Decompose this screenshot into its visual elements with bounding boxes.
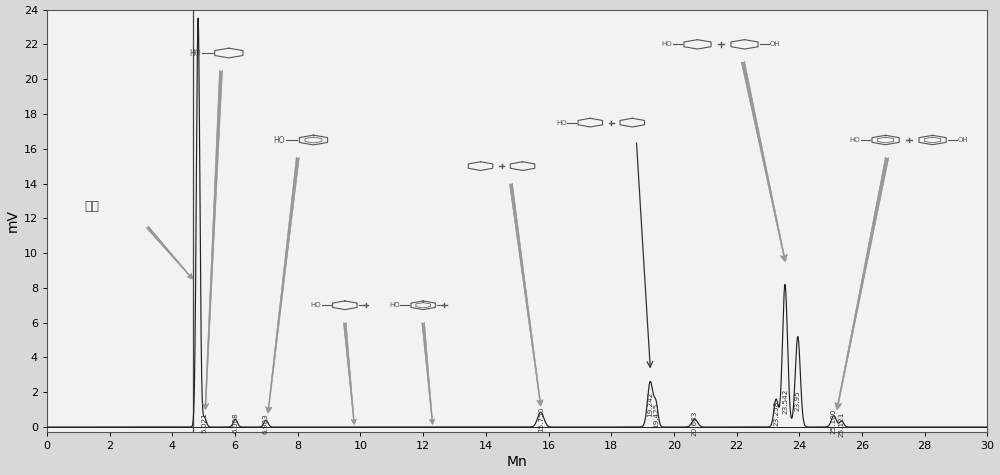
Text: 23.95: 23.95 bbox=[795, 390, 801, 411]
Text: HO: HO bbox=[556, 120, 567, 125]
Text: HO: HO bbox=[389, 302, 400, 308]
Text: 25.100: 25.100 bbox=[831, 408, 837, 434]
Text: 23.542: 23.542 bbox=[782, 388, 788, 414]
Text: 19.242: 19.242 bbox=[647, 392, 653, 417]
Text: 6.983: 6.983 bbox=[263, 413, 269, 434]
Text: 15.750: 15.750 bbox=[538, 407, 544, 432]
Text: HO: HO bbox=[662, 41, 672, 48]
Text: OH: OH bbox=[958, 137, 968, 143]
X-axis label: Mn: Mn bbox=[507, 456, 528, 469]
Text: OH: OH bbox=[770, 41, 780, 48]
Text: 6.008: 6.008 bbox=[232, 413, 238, 434]
Text: HO: HO bbox=[850, 137, 860, 143]
Text: HO: HO bbox=[311, 302, 321, 308]
Text: 20.663: 20.663 bbox=[692, 410, 698, 436]
Text: 23.258: 23.258 bbox=[773, 400, 779, 426]
Text: 5.021: 5.021 bbox=[201, 412, 207, 433]
Text: 25.121: 25.121 bbox=[839, 411, 845, 437]
Text: 19.425: 19.425 bbox=[653, 403, 659, 428]
Y-axis label: mV: mV bbox=[6, 209, 20, 232]
Text: HO: HO bbox=[274, 135, 285, 144]
Text: 溶剂: 溶剂 bbox=[85, 200, 100, 213]
Text: HO: HO bbox=[189, 48, 201, 57]
